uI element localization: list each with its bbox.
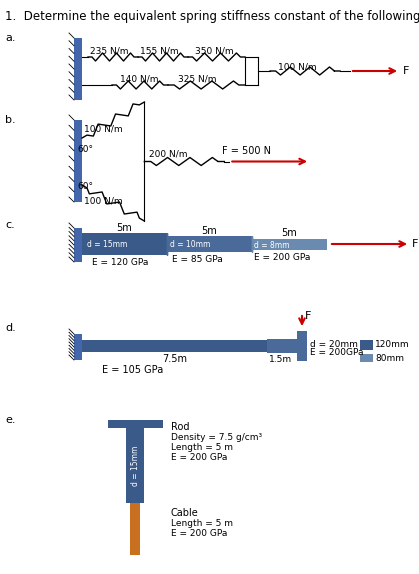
Text: 1.5m: 1.5m <box>269 355 292 364</box>
Text: 5m: 5m <box>282 228 297 239</box>
Text: b.: b. <box>5 115 16 125</box>
Text: 120mm: 120mm <box>375 340 410 349</box>
Text: E = 120 GPa: E = 120 GPa <box>92 258 148 267</box>
Text: 155 N/m: 155 N/m <box>140 47 178 56</box>
Bar <box>130 503 140 555</box>
Bar <box>252 239 327 250</box>
Text: 60°: 60° <box>77 145 93 154</box>
Text: E = 200 GPa: E = 200 GPa <box>171 529 227 538</box>
Bar <box>74 38 82 100</box>
Text: 7.5m: 7.5m <box>162 354 187 364</box>
Bar <box>167 236 252 252</box>
Text: Length = 5 m: Length = 5 m <box>171 443 233 452</box>
Text: E = 85 GPa: E = 85 GPa <box>172 255 223 264</box>
Text: Rod: Rod <box>171 422 189 432</box>
Text: 100 N/m: 100 N/m <box>278 62 317 71</box>
Text: 350 N/m: 350 N/m <box>195 47 234 56</box>
Text: 235 N/m: 235 N/m <box>90 47 129 56</box>
Text: d.: d. <box>5 323 16 333</box>
Text: F: F <box>403 66 409 76</box>
Bar <box>74 120 82 202</box>
Text: 60°: 60° <box>77 182 93 191</box>
Text: 100 N/m: 100 N/m <box>84 125 123 134</box>
Text: c.: c. <box>5 220 15 230</box>
Bar <box>360 340 373 350</box>
Text: Density = 7.5 g/cm³: Density = 7.5 g/cm³ <box>171 433 261 442</box>
Text: d = 20mm: d = 20mm <box>310 340 358 349</box>
Text: E = 200 GPa: E = 200 GPa <box>254 253 310 262</box>
Bar <box>82 233 167 255</box>
Bar <box>74 334 82 360</box>
Text: 100 N/m: 100 N/m <box>84 196 123 205</box>
Text: 1.  Determine the equivalent spring stiffness constant of the following.: 1. Determine the equivalent spring stiff… <box>5 10 419 23</box>
Text: d = 8mm: d = 8mm <box>254 241 290 250</box>
Text: d = 15mm: d = 15mm <box>130 445 140 486</box>
Text: E = 105 GPa: E = 105 GPa <box>102 365 163 375</box>
Text: Length = 5 m: Length = 5 m <box>171 519 233 528</box>
Text: 140 N/m: 140 N/m <box>120 75 158 84</box>
Text: 80mm: 80mm <box>375 354 404 363</box>
Bar <box>74 228 82 262</box>
Text: 325 N/m: 325 N/m <box>178 75 217 84</box>
Text: F = 500 N: F = 500 N <box>222 146 271 157</box>
Text: a.: a. <box>5 33 16 43</box>
Text: E = 200GPa: E = 200GPa <box>310 348 364 357</box>
Text: d = 10mm: d = 10mm <box>170 240 210 249</box>
Bar <box>126 428 144 503</box>
Text: e.: e. <box>5 415 16 425</box>
Text: 5m: 5m <box>202 226 217 236</box>
Text: F: F <box>305 311 311 321</box>
Text: 200 N/m: 200 N/m <box>149 149 188 158</box>
Bar <box>297 331 307 361</box>
Bar <box>360 354 373 362</box>
Bar <box>108 420 163 428</box>
Text: F: F <box>412 239 419 249</box>
Bar <box>267 339 297 353</box>
Text: 5m: 5m <box>116 223 132 233</box>
Text: E = 200 GPa: E = 200 GPa <box>171 453 227 462</box>
Bar <box>82 340 267 352</box>
Text: Cable: Cable <box>171 508 198 518</box>
Text: d = 15mm: d = 15mm <box>87 240 127 249</box>
